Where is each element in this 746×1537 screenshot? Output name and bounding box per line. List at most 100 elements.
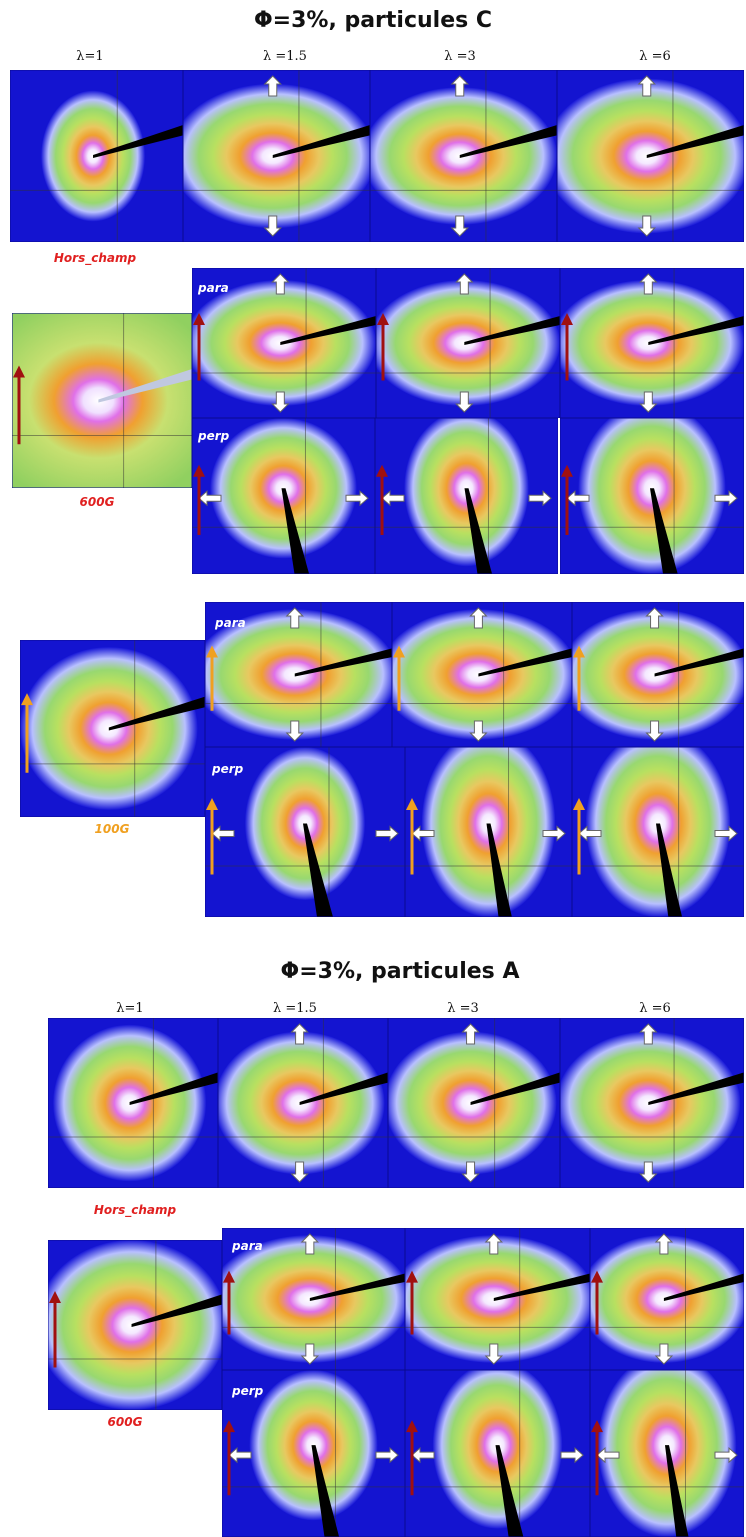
lambda-label: λ =1.5 [263, 49, 307, 64]
direction-arrow [484, 1233, 504, 1255]
direction-arrow [345, 490, 369, 507]
field-arrow-head [573, 645, 585, 658]
scattering-panel [557, 70, 744, 242]
field-label: 100G [95, 822, 130, 836]
lambda-label: λ =6 [639, 1001, 671, 1016]
field-label: Hors_champ [54, 251, 137, 266]
direction-arrow [469, 607, 488, 629]
direction-arrow [285, 720, 304, 742]
field-arrow-head [561, 464, 573, 477]
scattering-panel [560, 1018, 744, 1188]
direction-arrow [198, 490, 222, 507]
field-arrow-head [591, 1420, 603, 1433]
beam-stop [299, 1072, 388, 1105]
beam-stop [464, 488, 493, 574]
direction-arrow [469, 720, 488, 742]
scattering-panel [375, 418, 558, 574]
direction-arrow [450, 215, 469, 237]
beam-stop [470, 1072, 560, 1105]
lambda-label: λ =3 [444, 49, 476, 64]
field-arrow-head [206, 645, 218, 658]
field-arrow-head [206, 798, 218, 810]
direction-arrow [228, 1447, 252, 1464]
beam-stop [654, 648, 744, 677]
direction-arrow [461, 1023, 480, 1045]
direction-arrow [639, 391, 658, 413]
direction-arrow [300, 1343, 320, 1365]
beam-stop [303, 823, 333, 917]
field-arrow-head [49, 1291, 61, 1303]
lambda-label: λ =6 [639, 49, 671, 64]
scattering-panel [218, 1018, 388, 1188]
scattering-panel [12, 313, 192, 488]
field-arrow-head [193, 313, 205, 325]
direction-arrow [375, 825, 399, 842]
field-arrow-head [406, 1420, 418, 1433]
direction-arrow [411, 825, 435, 842]
beam-stop [493, 1273, 590, 1301]
para-label: para [197, 281, 229, 295]
direction-arrow [560, 1447, 584, 1464]
direction-arrow [645, 720, 664, 742]
scattering-panel [20, 640, 205, 817]
direction-arrow [637, 215, 656, 237]
beam-stop [459, 125, 557, 158]
beam-stop [131, 1294, 222, 1327]
beam-stop [486, 823, 512, 917]
direction-arrow [484, 1343, 504, 1365]
lambda-label: λ =1.5 [273, 1001, 317, 1016]
field-label: Hors_champ [94, 1203, 177, 1218]
beam-stop [280, 316, 376, 345]
beam-stop [650, 488, 678, 574]
field-arrow-head [13, 365, 25, 378]
field-arrow-head [393, 645, 405, 658]
beam-stop [495, 1445, 524, 1537]
direction-arrow [271, 273, 290, 295]
scattering-panel [183, 70, 370, 242]
scattering-ring [557, 78, 744, 234]
beam-stop [93, 125, 183, 158]
direction-arrow [381, 490, 405, 507]
direction-arrow [639, 273, 658, 295]
field-arrow-head [377, 313, 389, 325]
direction-arrow [375, 1447, 399, 1464]
direction-arrow [578, 825, 602, 842]
direction-arrow [596, 1447, 620, 1464]
direction-arrow [411, 1447, 435, 1464]
beam-stop [294, 648, 392, 677]
scattering-panel [10, 70, 183, 242]
field-label: 600G [108, 1415, 143, 1429]
field-arrow-head [573, 798, 585, 810]
scattering-panel [590, 1370, 744, 1537]
beam-stop [272, 125, 370, 158]
beam-stop [108, 696, 205, 731]
field-arrow-head [223, 1420, 235, 1433]
scattering-panel [405, 1370, 590, 1537]
direction-arrow [461, 1161, 480, 1183]
direction-arrow [455, 391, 474, 413]
scattering-panel [388, 1018, 560, 1188]
beam-stop [646, 125, 744, 158]
scattering-panel [560, 418, 744, 574]
direction-arrow [300, 1233, 320, 1255]
scattering-panel [370, 70, 557, 242]
field-label: 600G [80, 495, 115, 509]
scattering-panel [48, 1018, 218, 1188]
lambda-label: λ=1 [116, 1001, 143, 1016]
scattering-panel [192, 418, 375, 574]
field-arrow-head [21, 693, 33, 706]
scattering-panel [222, 1370, 405, 1537]
beam-stop [665, 1445, 689, 1537]
direction-arrow [637, 75, 656, 97]
direction-arrow [654, 1343, 674, 1365]
field-arrow-head [406, 1270, 418, 1283]
direction-arrow [271, 391, 290, 413]
section-title: Φ=3%, particules C [254, 8, 492, 33]
perp-label: perp [211, 762, 244, 776]
para-label: para [214, 616, 246, 630]
direction-arrow [714, 490, 738, 507]
beam-stop [663, 1273, 744, 1301]
direction-arrow [639, 1023, 658, 1045]
para-label: para [231, 1239, 263, 1253]
field-arrow-head [193, 464, 205, 477]
